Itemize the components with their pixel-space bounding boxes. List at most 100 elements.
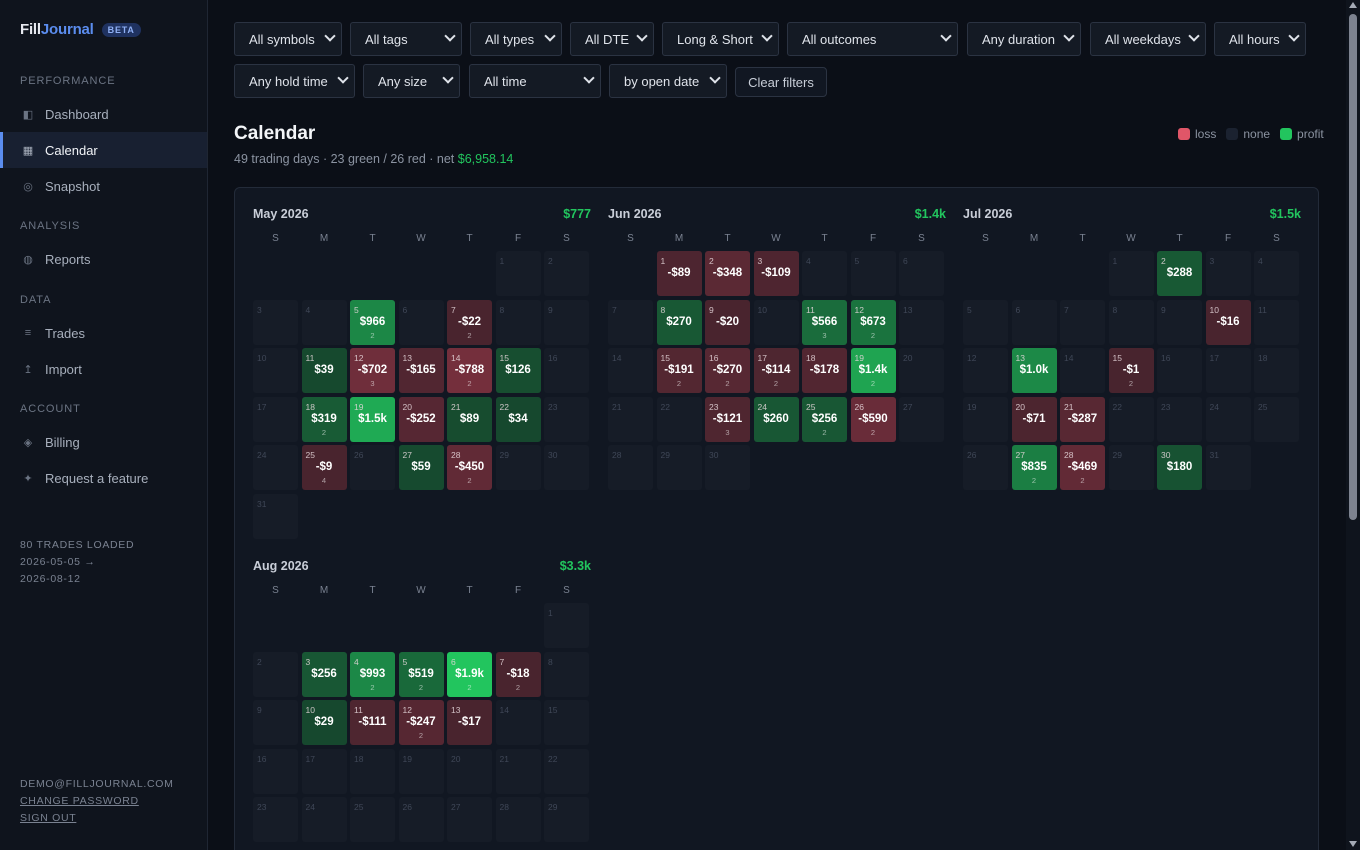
day-cell[interactable]: 25 $256 2 (802, 396, 847, 442)
day-cell[interactable]: 17 (1205, 348, 1251, 393)
day-cell[interactable]: 26 (963, 445, 1008, 490)
day-cell[interactable]: 24 $260 (753, 396, 799, 442)
day-cell[interactable]: 28 (495, 797, 541, 842)
day-cell[interactable]: 15 -$191 2 (656, 348, 702, 393)
day-cell[interactable]: 10 -$16 (1205, 299, 1251, 345)
day-cell[interactable]: 22 $34 (495, 396, 541, 442)
filter-any-duration[interactable]: Any duration (967, 22, 1081, 56)
day-cell[interactable]: 23 (544, 396, 589, 442)
day-cell[interactable]: 17 -$114 2 (753, 348, 799, 393)
day-cell[interactable]: 1 (1108, 251, 1154, 296)
filter-all-outcomes[interactable]: All outcomes (787, 22, 958, 56)
day-cell[interactable]: 29 (1108, 445, 1154, 490)
day-cell[interactable]: 5 $966 2 (350, 299, 395, 345)
day-cell[interactable]: 14 (1060, 348, 1105, 393)
day-cell[interactable]: 4 (802, 251, 847, 296)
day-cell[interactable]: 26 (398, 797, 444, 842)
day-cell[interactable]: 23 (1157, 396, 1202, 442)
day-cell[interactable]: 14 (608, 348, 653, 393)
day-cell[interactable]: 18 -$178 (802, 348, 847, 393)
day-cell[interactable]: 3 -$109 (753, 251, 799, 296)
day-cell[interactable]: 30 (705, 445, 750, 490)
day-cell[interactable]: 2 -$348 (705, 251, 750, 296)
sidebar-item-calendar[interactable]: ▦ Calendar (0, 132, 207, 168)
day-cell[interactable]: 24 (301, 797, 347, 842)
day-cell[interactable]: 7 (1060, 299, 1105, 345)
day-cell[interactable]: 19 $1.5k (350, 396, 395, 442)
day-cell[interactable]: 15 $126 (495, 348, 541, 393)
sidebar-item-trades[interactable]: ≡ Trades (0, 315, 207, 351)
day-cell[interactable]: 6 (899, 251, 944, 296)
sidebar-item-import[interactable]: ↥ Import (0, 351, 207, 387)
filter-by-open-date[interactable]: by open date (609, 64, 727, 98)
filter-long-short[interactable]: Long & Short (662, 22, 779, 56)
day-cell[interactable]: 24 (1205, 396, 1251, 442)
day-cell[interactable]: 16 (544, 348, 589, 393)
day-cell[interactable]: 13 -$165 (398, 348, 444, 393)
day-cell[interactable]: 23 (253, 797, 298, 842)
day-cell[interactable]: 8 $270 (656, 299, 702, 345)
day-cell[interactable]: 18 (350, 748, 395, 794)
day-cell[interactable]: 20 (447, 748, 492, 794)
filter-all-symbols[interactable]: All symbols (234, 22, 342, 56)
day-cell[interactable]: 8 (495, 299, 541, 345)
day-cell[interactable]: 10 $29 (301, 700, 347, 745)
day-cell[interactable]: 9 (1157, 299, 1202, 345)
day-cell[interactable]: 6 $1.9k 2 (447, 651, 492, 697)
scroll-up-arrow-icon[interactable] (1349, 2, 1357, 8)
day-cell[interactable]: 27 $835 2 (1011, 445, 1057, 490)
day-cell[interactable]: 14 (495, 700, 541, 745)
day-cell[interactable]: 24 (253, 445, 298, 490)
day-cell[interactable]: 11 $566 3 (802, 299, 847, 345)
change-password-link[interactable]: CHANGE PASSWORD (20, 795, 139, 807)
day-cell[interactable]: 5 (963, 299, 1008, 345)
day-cell[interactable]: 20 (899, 348, 944, 393)
day-cell[interactable]: 17 (301, 748, 347, 794)
day-cell[interactable]: 21 $89 (447, 396, 492, 442)
filter-all-types[interactable]: All types (470, 22, 562, 56)
day-cell[interactable]: 19 $1.4k 2 (850, 348, 896, 393)
day-cell[interactable]: 31 (253, 493, 298, 539)
day-cell[interactable]: 8 (544, 651, 589, 697)
clear-filters-button[interactable]: Clear filters (735, 67, 827, 97)
day-cell[interactable]: 16 (1157, 348, 1202, 393)
day-cell[interactable]: 2 $288 (1157, 251, 1202, 296)
day-cell[interactable]: 5 (850, 251, 896, 296)
day-cell[interactable]: 5 $519 2 (398, 651, 444, 697)
sidebar-item-dashboard[interactable]: ◧ Dashboard (0, 96, 207, 132)
day-cell[interactable]: 22 (656, 396, 702, 442)
day-cell[interactable]: 9 -$20 (705, 299, 750, 345)
day-cell[interactable]: 1 (544, 603, 589, 648)
day-cell[interactable]: 21 (495, 748, 541, 794)
day-cell[interactable]: 28 (608, 445, 653, 490)
sidebar-item-billing[interactable]: ◈ Billing (0, 424, 207, 460)
day-cell[interactable]: 10 (253, 348, 298, 393)
day-cell[interactable]: 17 (253, 396, 298, 442)
day-cell[interactable]: 3 (253, 299, 298, 345)
day-cell[interactable]: 11 (1254, 299, 1299, 345)
day-cell[interactable]: 12 (963, 348, 1008, 393)
filter-all-dte[interactable]: All DTE (570, 22, 654, 56)
day-cell[interactable]: 6 (1011, 299, 1057, 345)
day-cell[interactable]: 25 (1254, 396, 1299, 442)
brand[interactable]: FillJournal BETA (20, 21, 141, 38)
day-cell[interactable]: 16 -$270 2 (705, 348, 750, 393)
day-cell[interactable]: 18 $319 2 (301, 396, 347, 442)
scrollbar[interactable] (1346, 0, 1360, 850)
day-cell[interactable]: 15 -$1 2 (1108, 348, 1154, 393)
day-cell[interactable]: 7 -$18 2 (495, 651, 541, 697)
day-cell[interactable]: 20 -$252 (398, 396, 444, 442)
sidebar-item-reports[interactable]: ◍ Reports (0, 241, 207, 277)
day-cell[interactable]: 31 (1205, 445, 1251, 490)
day-cell[interactable]: 22 (544, 748, 589, 794)
filter-all-hours[interactable]: All hours (1214, 22, 1306, 56)
day-cell[interactable]: 28 -$450 2 (447, 445, 492, 490)
day-cell[interactable]: 30 (544, 445, 589, 490)
sidebar-item-snapshot[interactable]: ◎ Snapshot (0, 168, 207, 204)
filter-any-size[interactable]: Any size (363, 64, 460, 98)
filter-all-tags[interactable]: All tags (350, 22, 462, 56)
sidebar-item-request-a-feature[interactable]: ✦ Request a feature (0, 460, 207, 496)
day-cell[interactable]: 25 (350, 797, 395, 842)
day-cell[interactable]: 22 (1108, 396, 1154, 442)
day-cell[interactable]: 25 -$9 4 (301, 445, 347, 490)
